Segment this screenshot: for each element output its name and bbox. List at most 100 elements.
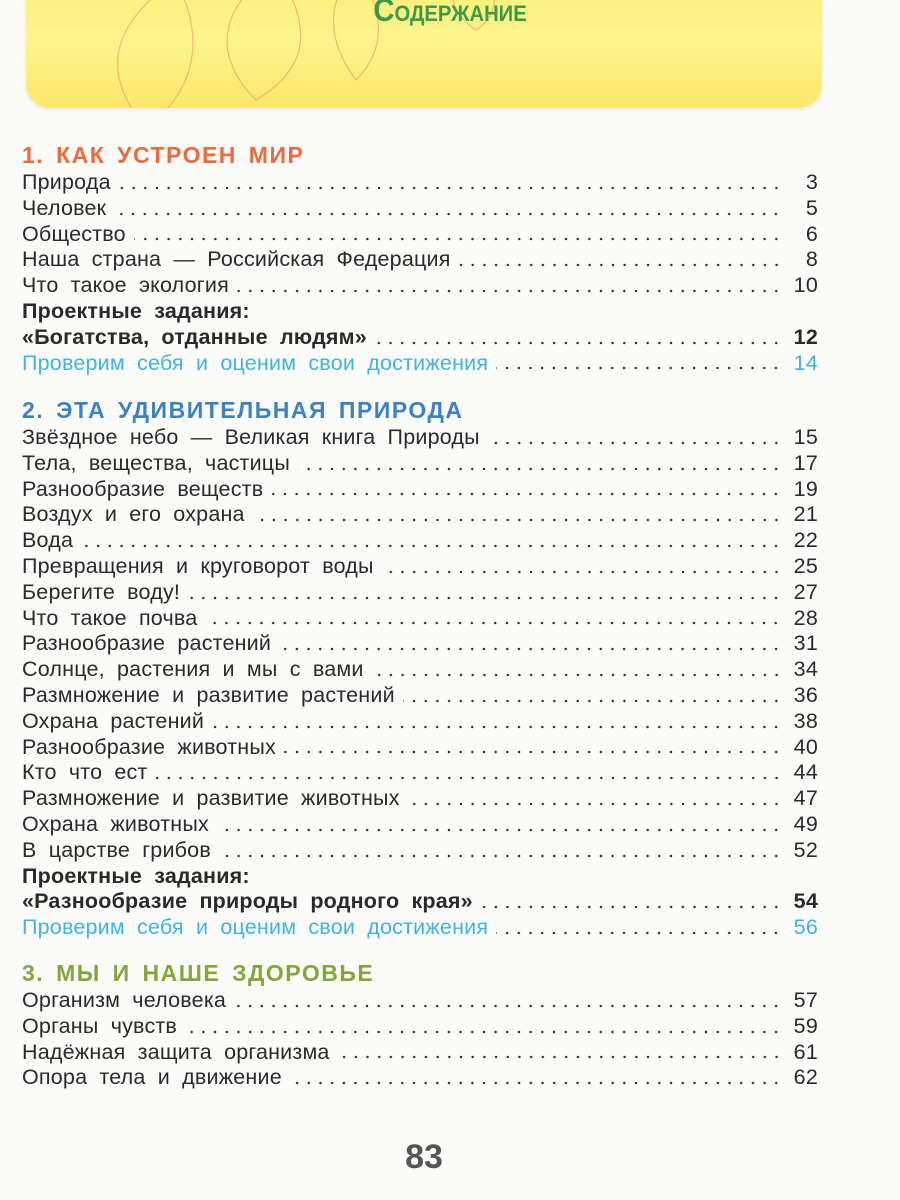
toc-entry-project[interactable]: «Разнообразие природы родного края» 54 xyxy=(22,889,818,915)
entry-page: 49 xyxy=(793,811,818,836)
toc-entry[interactable]: Охрана растений 38 xyxy=(22,709,818,735)
dot-leader xyxy=(458,263,782,268)
toc-entry[interactable]: Опора тела и движение 62 xyxy=(22,1065,818,1091)
entry-title: Превращения и круговорот воды xyxy=(22,553,374,578)
toc-entry[interactable]: Солнце, растения и мы с вами 34 xyxy=(22,657,818,683)
entry-title: Звёздное небо — Великая книга Природы xyxy=(22,425,480,449)
toc-entry-check[interactable]: Проверим себя и оценим свои достижения 14 xyxy=(22,351,818,377)
entry-title: Общество xyxy=(22,221,126,246)
entry-page: 22 xyxy=(793,528,818,553)
dot-leader xyxy=(402,698,782,703)
toc-entry[interactable]: Организм человека 57 xyxy=(22,988,818,1014)
entry-page: 6 xyxy=(805,221,818,246)
entry-title: Проектные задания: xyxy=(22,863,250,888)
entry-title: Размножение и развитие растений xyxy=(22,682,395,707)
entry-title: Проверим себя и оценим свои достижения xyxy=(22,350,489,375)
toc-entry[interactable]: Размножение и развитие животных 47 xyxy=(22,786,818,812)
project-label[interactable]: Проектные задания: xyxy=(22,864,818,890)
section-heading: 3. МЫ И НАШЕ ЗДОРОВЬЕ xyxy=(22,960,375,986)
toc-entry[interactable]: Разнообразие животных 40 xyxy=(22,735,818,761)
dot-leader xyxy=(81,544,782,549)
dot-leader xyxy=(289,1081,782,1086)
toc-entry[interactable]: Охрана животных 49 xyxy=(22,812,818,838)
entry-page: 44 xyxy=(793,760,818,785)
toc-entry[interactable]: В царстве грибов 52 xyxy=(22,838,818,864)
entry-page: 8 xyxy=(805,247,818,272)
toc-entry[interactable]: Разнообразие веществ 19 xyxy=(22,477,818,503)
toc-entry[interactable]: Кто что ест 44 xyxy=(22,760,818,786)
entry-title: Тела, вещества, частицы xyxy=(22,450,290,475)
dot-leader xyxy=(236,289,782,294)
dot-leader xyxy=(283,750,782,755)
dot-leader xyxy=(155,776,782,781)
dot-leader xyxy=(374,340,782,345)
entry-title: Разнообразие веществ xyxy=(22,476,264,501)
entry-page: 27 xyxy=(793,579,818,604)
dot-leader xyxy=(487,440,782,445)
dot-leader xyxy=(496,366,782,371)
entry-page: 61 xyxy=(793,1039,818,1064)
entry-page: 21 xyxy=(793,502,818,527)
dot-leader xyxy=(371,673,782,678)
entry-title: Проверим себя и оценим свои достижения xyxy=(22,915,489,940)
entry-title: Надёжная защита организма xyxy=(22,1039,330,1064)
dot-leader xyxy=(279,647,782,652)
entry-page: 47 xyxy=(793,786,818,811)
entry-page: 10 xyxy=(793,273,818,298)
dot-leader xyxy=(133,237,782,242)
toc-entry[interactable]: Наша страна — Российская Федерация 8 xyxy=(22,247,818,273)
dot-leader xyxy=(216,827,782,832)
toc-entry[interactable]: Надёжная защита организма 61 xyxy=(22,1040,818,1066)
entry-page: 14 xyxy=(793,350,818,375)
toc-entry[interactable]: Берегите воду! 27 xyxy=(22,580,818,606)
toc-entry[interactable]: Общество 6 xyxy=(22,222,818,248)
dot-leader xyxy=(297,466,782,471)
project-label[interactable]: Проектные задания: xyxy=(22,299,818,325)
entry-page: 38 xyxy=(793,708,818,733)
toc-entry-project[interactable]: «Богатства, отданные людям» 12 xyxy=(22,325,818,351)
toc-entry[interactable]: Что такое почва 28 xyxy=(22,606,818,632)
toc-entry[interactable]: Природа 3 xyxy=(22,170,818,196)
entry-title: Опора тела и движение xyxy=(22,1065,282,1090)
toc-entry[interactable]: Звёздное небо — Великая книга Природы 15 xyxy=(22,425,818,451)
entry-page: 62 xyxy=(793,1065,818,1090)
toc-entry[interactable]: Воздух и его охрана 21 xyxy=(22,502,818,528)
dot-leader xyxy=(212,724,782,729)
leaf-decoration-icon xyxy=(117,0,495,108)
dot-leader xyxy=(480,905,782,910)
dot-leader xyxy=(496,931,782,936)
entry-title: Размножение и развитие животных xyxy=(22,786,400,811)
toc-entry[interactable]: Что такое экология 10 xyxy=(22,273,818,299)
toc-entry[interactable]: Разнообразие растений 31 xyxy=(22,631,818,657)
dot-leader xyxy=(271,492,782,497)
toc-entry[interactable]: Человек 5 xyxy=(22,196,818,222)
entry-page: 17 xyxy=(793,450,818,475)
toc-entry[interactable]: Вода 22 xyxy=(22,528,818,554)
entry-page: 52 xyxy=(793,837,818,862)
entry-page: 15 xyxy=(793,425,818,449)
entry-page: 59 xyxy=(793,1013,818,1038)
entry-title: Охрана животных xyxy=(22,811,209,836)
header-banner: Содержание xyxy=(26,0,822,108)
toc-entry[interactable]: Тела, вещества, частицы 17 xyxy=(22,451,818,477)
entry-page: 36 xyxy=(793,682,818,707)
entry-title: Организм человека xyxy=(22,988,227,1012)
entry-page: 28 xyxy=(793,605,818,630)
entry-title: Воздух и его охрана xyxy=(22,502,245,527)
entry-page: 12 xyxy=(793,324,818,349)
section-heading: 2. ЭТА УДИВИТЕЛЬНАЯ ПРИРОДА xyxy=(22,397,464,423)
toc-entry[interactable]: Превращения и круговорот воды 25 xyxy=(22,554,818,580)
entry-title: Вода xyxy=(22,528,74,553)
toc-entry[interactable]: Размножение и развитие растений 36 xyxy=(22,683,818,709)
section-heading: 1. КАК УСТРОЕН МИР xyxy=(22,142,305,168)
dot-leader xyxy=(234,1003,782,1008)
toc-entry[interactable]: Органы чувств 59 xyxy=(22,1014,818,1040)
page-title: Содержание xyxy=(373,0,527,28)
dot-leader xyxy=(407,802,782,807)
entry-page: 56 xyxy=(793,915,818,940)
toc-entry-check[interactable]: Проверим себя и оценим свои достижения 56 xyxy=(22,915,818,941)
entry-title: В царстве грибов xyxy=(22,837,211,862)
dot-leader xyxy=(252,518,782,523)
entry-title: Наша страна — Российская Федерация xyxy=(22,247,451,272)
entry-page: 3 xyxy=(805,170,818,194)
